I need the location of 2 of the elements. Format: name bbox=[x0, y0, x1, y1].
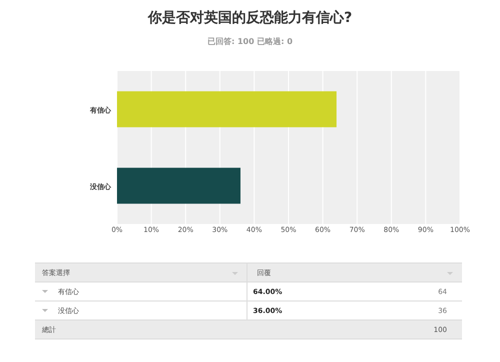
chart-title: 你是否对英国的反恐能力有信心? bbox=[146, 9, 352, 26]
chart-subtitle: 已回答: 100 已略過: 0 bbox=[207, 37, 293, 46]
